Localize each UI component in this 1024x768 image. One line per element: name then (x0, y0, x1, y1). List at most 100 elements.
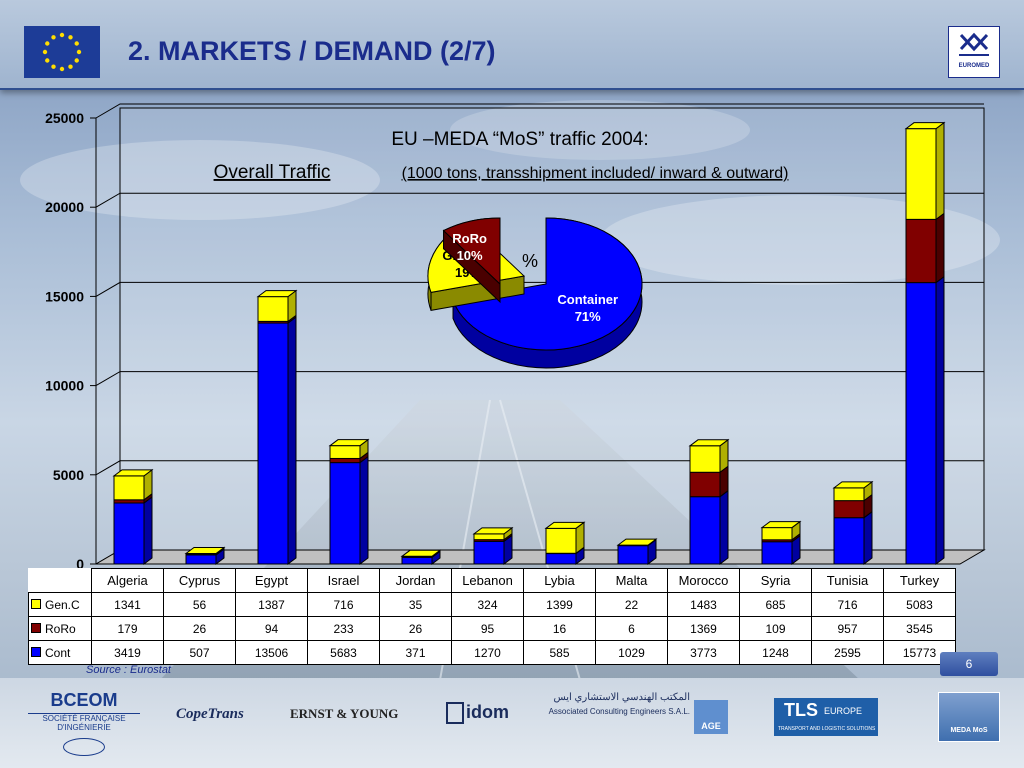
bar-side-genc (935, 121, 945, 221)
gridline (95, 192, 984, 208)
bar-segment-roro (905, 218, 937, 284)
bar-segment-genc (473, 533, 505, 541)
eu-star-icon (74, 41, 79, 46)
table-cell: 26 (379, 616, 452, 641)
table-cell: 6 (595, 616, 668, 641)
bar-top (616, 538, 658, 546)
age-logo: AGE (694, 700, 728, 734)
table-cell: 371 (379, 640, 452, 665)
bar-top (400, 549, 442, 557)
bar-segment-cont (689, 496, 721, 565)
idom-logo: idom (446, 702, 509, 723)
meda-mos-logo: MEDA MoS (938, 692, 1000, 742)
eu-star-icon (68, 64, 73, 69)
bar-side-cont (935, 275, 945, 565)
pie-slice-roro (442, 217, 501, 286)
chart-title: EU –MEDA “MoS” traffic 2004: (391, 129, 648, 150)
table-category-header: Malta (595, 568, 668, 593)
bar-segment-cont (761, 541, 793, 565)
bar-segment-cont (473, 540, 505, 565)
bar-segment-cont (113, 502, 145, 565)
euromed-emblem-icon (959, 32, 989, 56)
eu-flag-logo (24, 26, 100, 78)
tls-europe-label: EUROPE (824, 706, 863, 716)
bar-segment-genc (905, 128, 937, 220)
euromed-label: EUROMED (958, 63, 990, 69)
tls-tagline: TRANSPORT AND LOGISTIC SOLUTIONS (778, 726, 876, 732)
slide-title: 2. MARKETS / DEMAND (2/7) (128, 36, 496, 66)
table-category-header: Cyprus (163, 568, 236, 593)
table-cell: 685 (739, 592, 812, 617)
table-cell: 1029 (595, 640, 668, 665)
bar-top (256, 290, 298, 298)
legend-label: Cont (45, 645, 71, 660)
table-cell: 109 (739, 616, 812, 641)
eu-star-icon (59, 32, 65, 38)
bar-top (832, 481, 874, 489)
bar-top (328, 439, 370, 447)
bar-segment-genc (689, 445, 721, 473)
ace-english-name: Associated Consulting Engineers S.A.L. (548, 707, 690, 716)
gridline (95, 103, 984, 119)
bar-segment-roro (833, 500, 865, 519)
bceom-emblem-icon (63, 738, 105, 756)
eu-star-icon (45, 41, 50, 46)
meda-mos-label: MEDA MoS (950, 727, 988, 734)
table-row: Cont 3419 507 13506 5683 371 1270 585 1029 3773 12… (28, 640, 956, 665)
pie-label-value: 10% (457, 248, 483, 263)
bar-segment-cont (329, 462, 361, 565)
legend-swatch (31, 622, 41, 633)
y-tick-label: 0 (76, 556, 84, 570)
footer-logos: BCEOM SOCIÉTÉ FRANÇAISE D'INGÉNIERIE Cop… (0, 678, 1024, 768)
idom-text: idom (466, 702, 509, 722)
gridline (95, 281, 984, 297)
table-category-header: Syria (739, 568, 812, 593)
table-row-label: Gen.C (28, 592, 92, 617)
bar-segment-cont (617, 545, 649, 565)
eu-star-icon (68, 35, 73, 40)
bar-segment-genc (545, 527, 577, 554)
bar-side-cont (863, 510, 873, 565)
table-category-header: Lybia (523, 568, 596, 593)
table-cell: 16 (523, 616, 596, 641)
data-table: Algeria Cyprus Egypt Israel Jordan Lebanon Lyb… (28, 568, 956, 665)
eu-star-icon (76, 49, 82, 55)
table-category-header: Turkey (883, 568, 956, 593)
bceom-subtitle: SOCIÉTÉ FRANÇAISE D'INGÉNIERIE (28, 713, 140, 732)
table-cell: 26 (163, 616, 236, 641)
table-cell: 22 (595, 592, 668, 617)
bar-segment-cont (185, 554, 217, 565)
bar-top (544, 521, 586, 529)
table-cell: 5083 (883, 592, 956, 617)
bar-top (184, 546, 226, 554)
bar-top (688, 439, 730, 447)
bar-segment-roro (689, 471, 721, 498)
table-cell: 95 (451, 616, 524, 641)
bar-segment-genc (833, 487, 865, 502)
table-category-header: Lebanon (451, 568, 524, 593)
bar-segment-genc (761, 527, 793, 541)
bar-segment-cont (833, 517, 865, 565)
table-cell: 507 (163, 640, 236, 665)
bar-side-roro (935, 212, 945, 284)
pie-label-name: RoRo (452, 231, 487, 246)
bar-top (472, 527, 514, 535)
table-cell: 13506 (235, 640, 308, 665)
table-cell: 2595 (811, 640, 884, 665)
table-cell: 35 (379, 592, 452, 617)
bar-segment-cont (401, 556, 433, 565)
bar-side-cont (719, 489, 729, 565)
table-corner (29, 569, 92, 593)
chart-area: 0 5000 10000 15000 20000 25000 EU –MEDA “MoS” … (0, 100, 1024, 680)
table-cell: 324 (451, 592, 524, 617)
table-cell: 1369 (667, 616, 740, 641)
y-tick-label: 10000 (45, 378, 84, 394)
eu-stars-icon (42, 32, 82, 72)
pie-title: % (522, 251, 538, 271)
eu-star-icon (59, 66, 65, 72)
table-category-header: Algeria (91, 568, 164, 593)
bar-top (760, 521, 802, 529)
table-cell: 56 (163, 592, 236, 617)
chart-subtitle-note: (1000 tons, transshipment included/ inwa… (402, 165, 789, 182)
bar-segment-roro (329, 457, 361, 464)
